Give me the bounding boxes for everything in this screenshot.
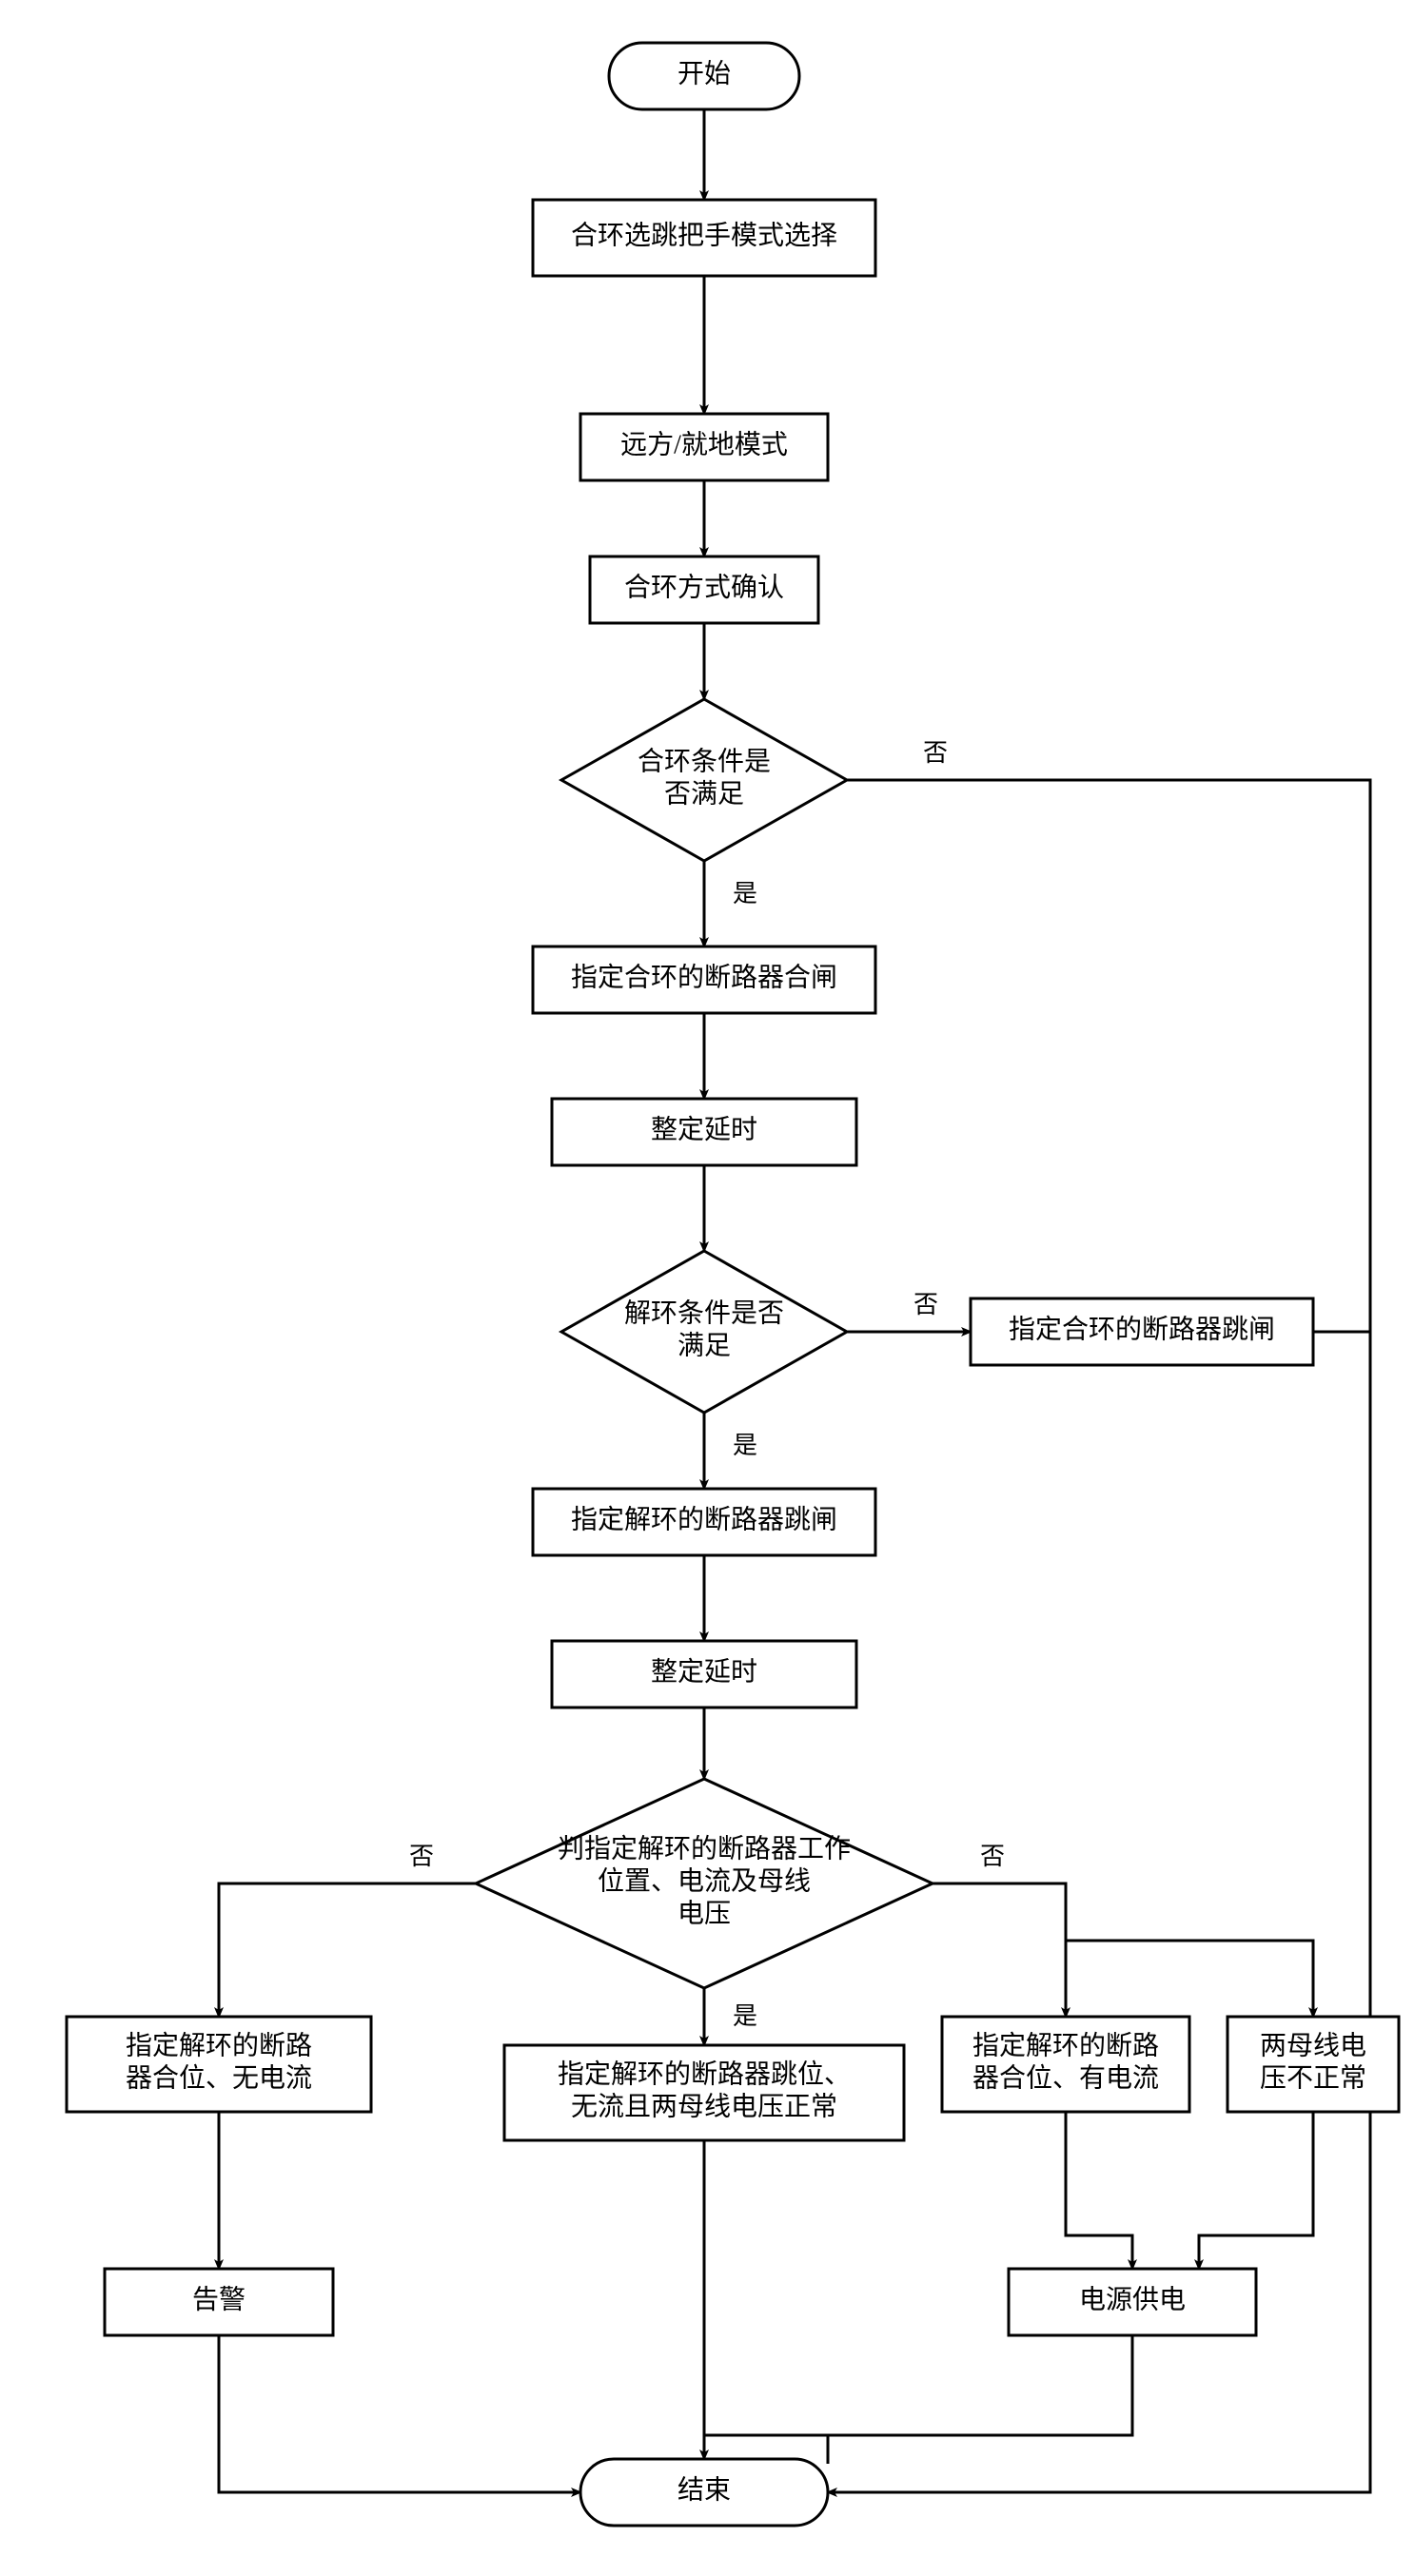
node-text: 指定解环的断路器跳闸 [571,1504,837,1534]
node-n11_r2: 两母线电压不正常 [1227,2017,1399,2112]
node-text: 指定合环的断路器合闸 [571,962,837,992]
node-d1: 合环条件是否满足 [561,699,847,861]
node-d3: 判指定解环的断路器工作位置、电流及母线电压 [476,1779,933,1988]
edge-label: 否 [923,739,948,767]
node-text: 无流且两母线电压正常 [571,2091,837,2121]
node-text: 电压 [678,1898,731,1928]
node-text: 开始 [678,58,731,88]
node-text: 指定解环的断路器跳位、 [558,2059,851,2089]
node-text: 电源供电 [1079,2284,1186,2314]
node-text: 整定延时 [651,1114,757,1144]
node-text: 解环条件是否 [624,1298,784,1328]
node-text: 两母线电 [1260,2030,1366,2060]
node-n4: 指定合环的断路器合闸 [533,946,875,1013]
edge-label: 是 [733,1432,757,1459]
edge [828,2335,1132,2464]
node-n8: 整定延时 [552,1641,856,1708]
edge-label: 否 [409,1843,434,1870]
node-text: 整定延时 [651,1656,757,1687]
node-text: 合环选跳把手模式选择 [571,220,837,250]
node-n9_left: 指定解环的断路器合位、无电流 [67,2017,371,2112]
node-start: 开始 [609,43,799,109]
nodes-layer: 开始合环选跳把手模式选择远方/就地模式合环方式确认合环条件是否满足指定合环的断路… [67,43,1399,2526]
node-d2: 解环条件是否满足 [561,1251,847,1413]
node-power: 电源供电 [1009,2269,1256,2335]
node-text: 告警 [192,2284,245,2314]
node-n2: 远方/就地模式 [580,414,828,480]
edge [1066,2112,1132,2269]
node-text: 合环方式确认 [624,572,784,602]
node-text: 指定合环的断路器跳闸 [1009,1314,1275,1344]
node-text: 否满足 [664,778,744,809]
edge [219,2335,580,2492]
edge [219,1883,476,2017]
node-text: 器合位、无电流 [126,2062,312,2093]
node-text: 判指定解环的断路器工作 [558,1833,851,1864]
node-text: 合环条件是 [638,746,771,776]
node-text: 远方/就地模式 [620,429,788,459]
node-alarm: 告警 [105,2269,333,2335]
edge [933,1883,1066,2017]
node-text: 满足 [678,1330,731,1360]
node-text: 指定解环的断路 [126,2030,312,2060]
edge-label: 是 [733,880,757,907]
node-n1: 合环选跳把手模式选择 [533,200,875,276]
node-n6_right: 指定合环的断路器跳闸 [971,1298,1313,1365]
node-n11_r1: 指定解环的断路器合位、有电流 [942,2017,1189,2112]
node-text: 位置、电流及母线 [598,1865,811,1896]
node-text: 器合位、有电流 [972,2062,1159,2093]
edge [1199,2112,1313,2269]
node-text: 结束 [678,2474,731,2505]
node-n7: 指定解环的断路器跳闸 [533,1489,875,1555]
node-n5: 整定延时 [552,1099,856,1165]
node-n3: 合环方式确认 [590,556,818,623]
edge-label: 否 [913,1291,938,1318]
edge-label: 否 [980,1843,1005,1870]
node-text: 压不正常 [1260,2062,1366,2093]
node-end: 结束 [580,2459,828,2526]
edge [1066,1941,1313,2017]
node-n10_mid: 指定解环的断路器跳位、无流且两母线电压正常 [504,2045,904,2140]
edge-label: 是 [733,2002,757,2030]
node-text: 指定解环的断路 [972,2030,1159,2060]
